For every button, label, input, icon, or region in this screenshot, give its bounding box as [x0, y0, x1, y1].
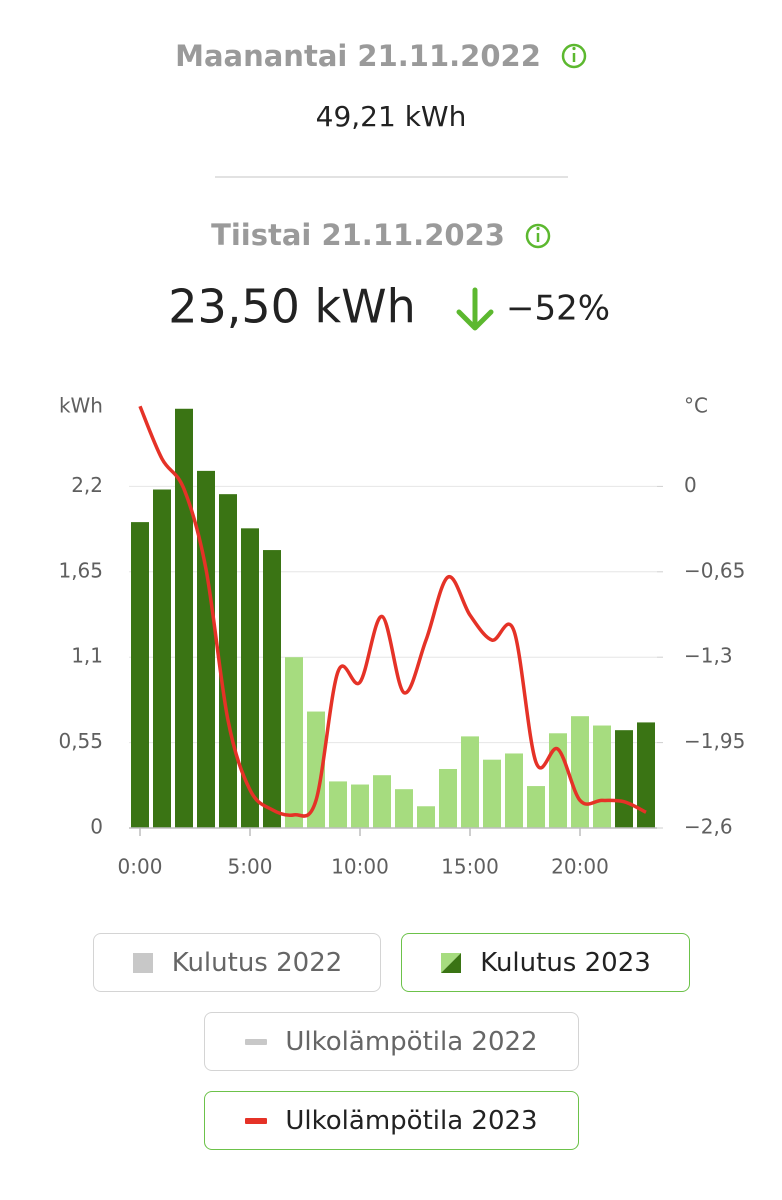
y-tick-label: 2,2	[71, 473, 103, 497]
chart: Maanantai 21.11.2022 49,21 kWh Tiistai 2…	[58, 39, 745, 879]
current-date: Tiistai 21.11.2023	[211, 218, 505, 252]
info-icon[interactable]	[525, 223, 551, 249]
bar	[417, 806, 435, 828]
y-tick-label: 0	[90, 815, 103, 839]
legend-label: Kulutus 2023	[480, 947, 651, 978]
legend-label: Kulutus 2022	[171, 947, 343, 978]
x-tick-label: 10:00	[331, 855, 389, 879]
change: −52%	[506, 289, 610, 329]
legend-label: Ulkolämpötila 2022	[285, 1026, 538, 1057]
x-tick-label: 0:00	[118, 855, 163, 879]
y-axis-label: kWh	[59, 394, 103, 418]
down-arrow	[456, 287, 494, 331]
x-tick-label: 15:00	[441, 855, 499, 879]
legend-swatch	[132, 952, 153, 973]
y2-tick-label: −1,95	[684, 729, 745, 753]
bar	[373, 775, 391, 828]
y-tick-label: 0,55	[58, 729, 103, 753]
bar	[241, 528, 259, 828]
previous-date: Maanantai 21.11.2022	[175, 39, 541, 73]
line	[138, 405, 647, 818]
legend-swatch	[245, 1038, 268, 1045]
legend-button[interactable]: Ulkolämpötila 2022	[204, 1012, 579, 1071]
bar	[197, 470, 215, 828]
bar	[175, 408, 193, 828]
current-total: 23,50 kWh	[168, 280, 416, 334]
bar	[439, 768, 457, 828]
bar	[307, 711, 325, 828]
bar	[285, 657, 303, 828]
bar	[153, 489, 171, 828]
legend-icon	[441, 952, 462, 973]
bar	[263, 550, 281, 828]
y-tick-label: 1,1	[71, 644, 103, 668]
bar	[527, 786, 545, 828]
legend-swatch	[245, 1117, 268, 1124]
x-tick-label: 5:00	[228, 855, 273, 879]
y2-tick-label: −0,65	[684, 558, 745, 582]
legend-button[interactable]: Kulutus 2022	[93, 933, 381, 992]
legend-icon	[245, 1038, 268, 1045]
bar	[593, 725, 611, 828]
bar	[483, 759, 501, 828]
bar	[395, 789, 413, 828]
bar	[505, 753, 523, 828]
previous-total: 49,21 kWh	[316, 100, 467, 133]
y2-tick-label: −1,3	[684, 644, 733, 668]
legend-icon	[245, 1117, 268, 1124]
bar	[219, 494, 237, 828]
legend-swatch	[441, 952, 462, 973]
bar	[461, 736, 479, 828]
legend-label: Ulkolämpötila 2023	[285, 1105, 538, 1136]
info-icon[interactable]	[561, 43, 587, 69]
y2-tick-label: −2,6	[684, 815, 733, 839]
bar	[571, 716, 589, 828]
x-tick-label: 20:00	[551, 855, 609, 879]
legend-button[interactable]: Ulkolämpötila 2023	[204, 1091, 579, 1150]
bar	[615, 730, 633, 828]
y-tick-label: 1,65	[58, 558, 103, 582]
bar	[637, 722, 655, 828]
legend-button[interactable]: Kulutus 2023	[401, 933, 690, 992]
legend-icon	[132, 952, 153, 973]
y2-tick-label: 0	[684, 473, 697, 497]
bar	[131, 522, 149, 828]
bar	[329, 781, 347, 828]
bar	[351, 784, 369, 828]
y2-axis-label: °C	[684, 394, 708, 418]
